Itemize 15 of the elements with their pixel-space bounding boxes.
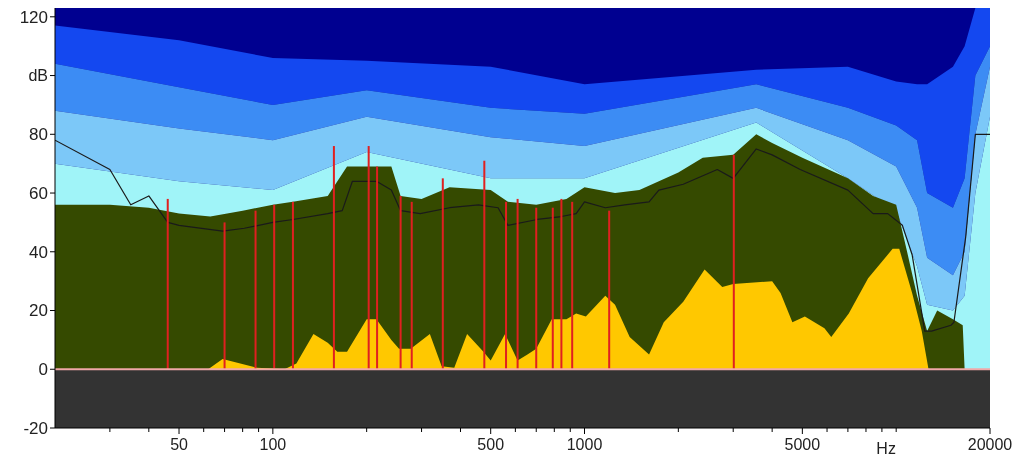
x-tick-label: 100 [259,436,287,453]
x-tick-label: 5000 [784,436,821,453]
y-axis-title: dB [28,67,48,85]
x-axis-title: Hz [876,440,896,457]
x-tick-label: 20000 [967,436,1013,453]
y-tick-label: 20 [29,301,48,321]
y-tick-label: 60 [29,183,48,203]
y-tick-label: 40 [29,242,48,262]
y-tick-label: 80 [29,125,48,145]
x-tick-label: 1000 [566,436,603,453]
x-tick-label: 50 [170,436,189,453]
y-tick-label: 0 [38,360,48,380]
y-tick-label: -20 [23,418,48,438]
x-tick-label: 500 [477,436,505,453]
y-tick-label: 120 [19,7,48,27]
